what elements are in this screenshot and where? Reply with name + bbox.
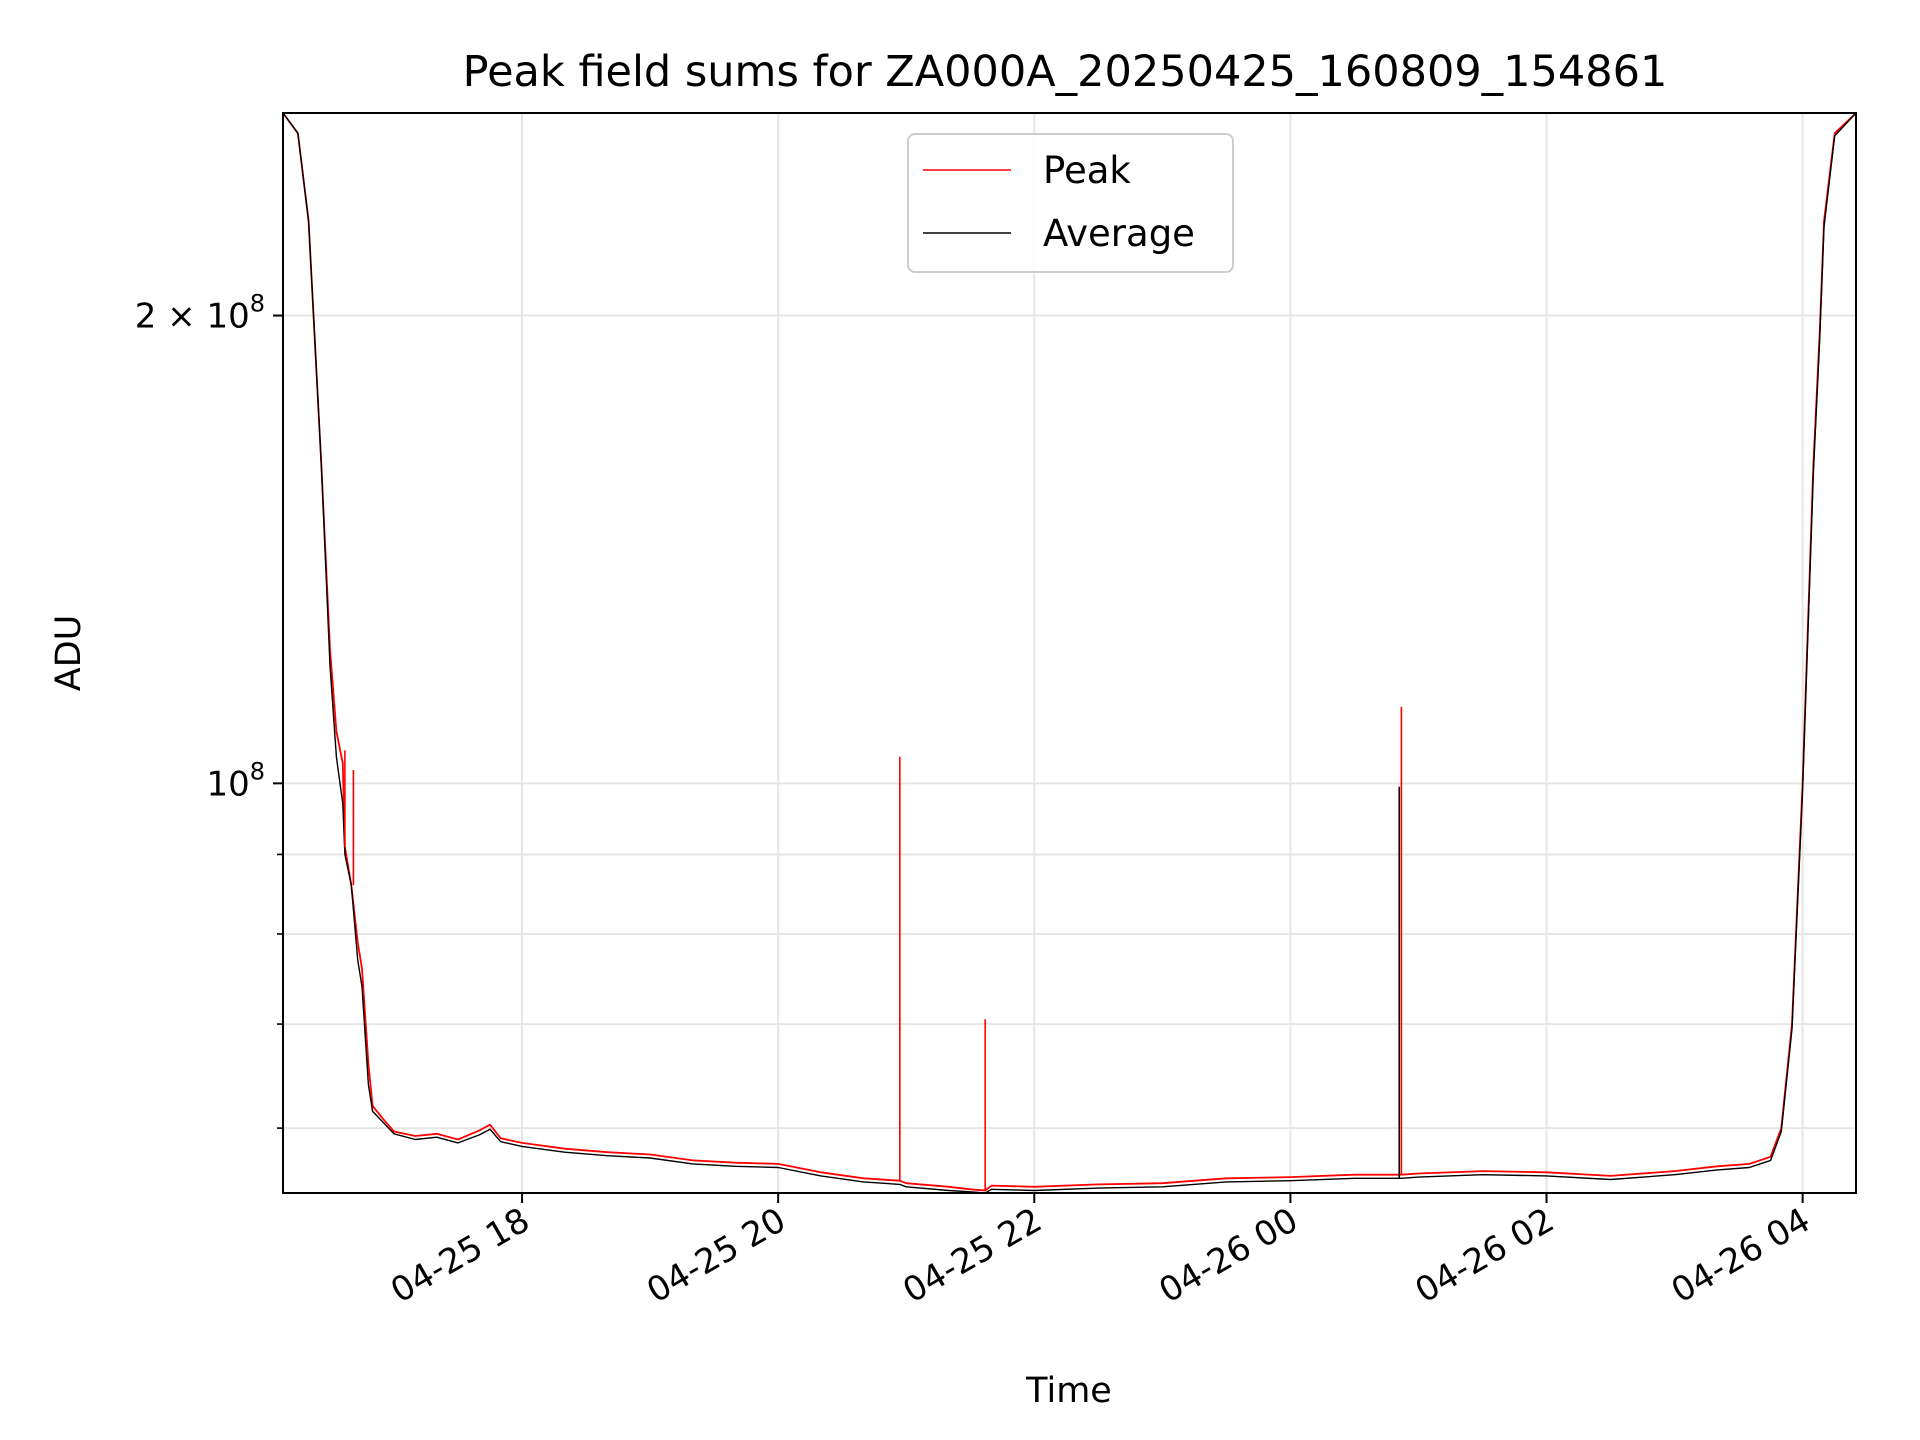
y-tick-label: 2 × 108 [135, 290, 265, 337]
plot-frame [282, 112, 1857, 1194]
x-axis-label: Time [1025, 1371, 1112, 1411]
y-axis: 108 2 × 108 [135, 290, 283, 1129]
series-layer [283, 113, 1856, 1193]
series-line-average [283, 113, 1856, 1193]
grid-lines [283, 113, 1856, 1193]
y-tick-label: 108 [206, 757, 265, 804]
legend-label-average: Average [1043, 212, 1195, 255]
legend: Peak Average [907, 133, 1234, 273]
legend-label-peak: Peak [1043, 149, 1131, 192]
legend-box [907, 133, 1234, 273]
chart-title: Peak field sums for ZA000A_20250425_1608… [463, 47, 1668, 97]
y-axis-label: ADU [49, 615, 89, 692]
series-line-peak [283, 113, 1856, 1192]
